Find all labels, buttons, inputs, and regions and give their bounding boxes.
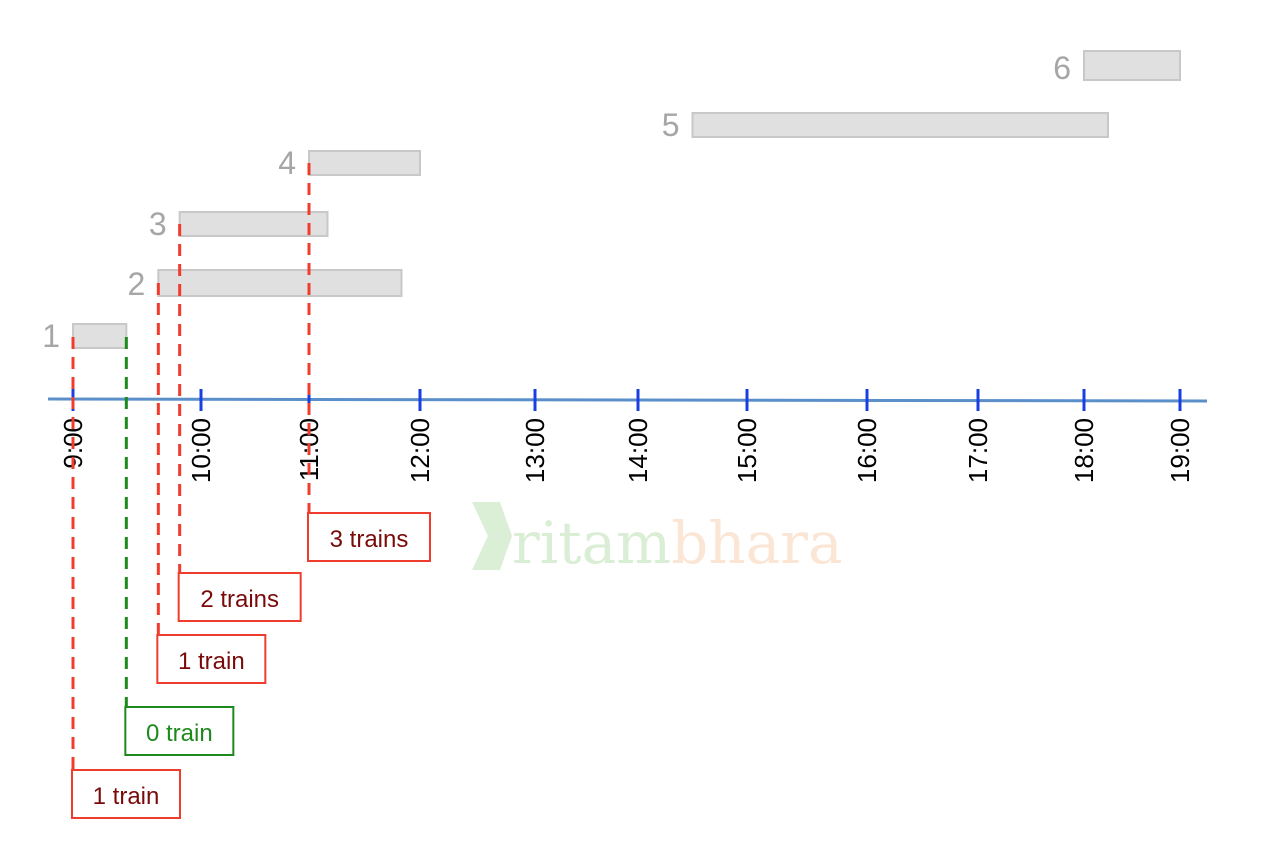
watermark-logo-icon	[472, 502, 512, 570]
timeline-axis	[47, 397, 1208, 403]
train-bar-1	[72, 323, 128, 349]
watermark-text-part1: ritam	[512, 509, 671, 577]
watermark: ritambhara	[472, 502, 843, 577]
count-box	[307, 512, 431, 562]
train-bar-4	[308, 150, 421, 176]
count-label: 2 trains	[200, 586, 279, 613]
train-bar-5	[691, 112, 1109, 138]
tick-label: 14:00	[623, 418, 653, 483]
watermark-text-part2: bhara	[671, 509, 842, 577]
count-label: 3 trains	[330, 526, 409, 553]
tick-label: 18:00	[1069, 418, 1099, 483]
tick-label: 16:00	[852, 418, 882, 483]
tick-label: 13:00	[520, 418, 550, 483]
train-bar-3	[178, 211, 329, 237]
count-box	[156, 634, 267, 684]
count-markers: 1 train 0 train 1 train 2 trains 3 trains	[71, 163, 431, 819]
tick-label: 15:00	[732, 418, 762, 483]
train-number-4: 4	[278, 145, 296, 181]
train-number-3: 3	[149, 206, 167, 242]
count-label: 1 train	[178, 648, 245, 675]
train-number-1: 1	[42, 318, 60, 354]
train-number-2: 2	[128, 266, 146, 302]
tick-label: 17:00	[963, 418, 993, 483]
tick-label: 10:00	[186, 418, 216, 483]
count-label: 0 train	[146, 720, 213, 747]
timeline-ticks: 9:00 10:00 11:00 12:00 13:00 14:00 15:00 16:00 1…	[58, 389, 1195, 483]
count-label: 1 train	[93, 783, 160, 810]
count-box	[124, 706, 235, 756]
count-box	[177, 572, 302, 622]
svg-text:ritambhara: ritambhara	[512, 509, 843, 577]
count-box	[71, 769, 181, 819]
tick-label: 19:00	[1165, 418, 1195, 483]
tick-label: 12:00	[405, 418, 435, 483]
train-bar-2	[157, 269, 403, 297]
train-number-6: 6	[1053, 50, 1071, 86]
train-bar-6	[1083, 50, 1181, 81]
train-number-5: 5	[662, 107, 680, 143]
